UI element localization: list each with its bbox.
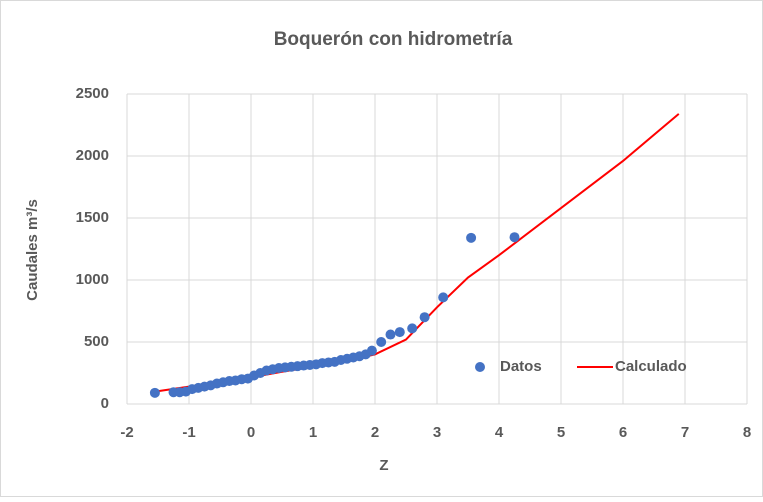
x-tick-label: 6 [619, 424, 627, 441]
data-point [149, 387, 160, 398]
legend-label: Calculado [615, 358, 687, 375]
x-tick-label: 7 [681, 424, 689, 441]
data-point [407, 323, 418, 334]
data-point [438, 292, 449, 303]
chart-title: Boquerón con hidrometría [274, 29, 513, 50]
x-axis-label: Z [379, 457, 388, 474]
y-tick-label: 1500 [76, 209, 109, 226]
data-point [394, 327, 405, 338]
legend-swatch [475, 362, 485, 372]
data-point [376, 337, 387, 347]
x-tick-label: 2 [371, 424, 379, 441]
y-tick-label: 500 [84, 333, 109, 350]
x-tick-label: 1 [309, 424, 317, 441]
x-tick-label: -2 [120, 424, 133, 441]
x-tick-label: 0 [247, 424, 255, 441]
legend-label: Datos [500, 358, 542, 375]
data-point [509, 232, 520, 243]
y-tick-label: 0 [101, 395, 109, 412]
x-tick-label: -1 [182, 424, 195, 441]
data-point [466, 232, 477, 243]
x-tick-label: 3 [433, 424, 441, 441]
y-tick-label: 1000 [76, 271, 109, 288]
x-tick-label: 4 [495, 424, 504, 441]
y-tick-label: 2500 [76, 85, 109, 102]
y-axis-label: Caudales m³/s [24, 199, 41, 301]
y-tick-label: 2000 [76, 147, 109, 164]
x-tick-label: 5 [557, 424, 565, 441]
data-point [366, 345, 377, 356]
x-tick-label: 8 [743, 424, 751, 441]
data-point [385, 329, 396, 340]
data-point [419, 312, 430, 323]
